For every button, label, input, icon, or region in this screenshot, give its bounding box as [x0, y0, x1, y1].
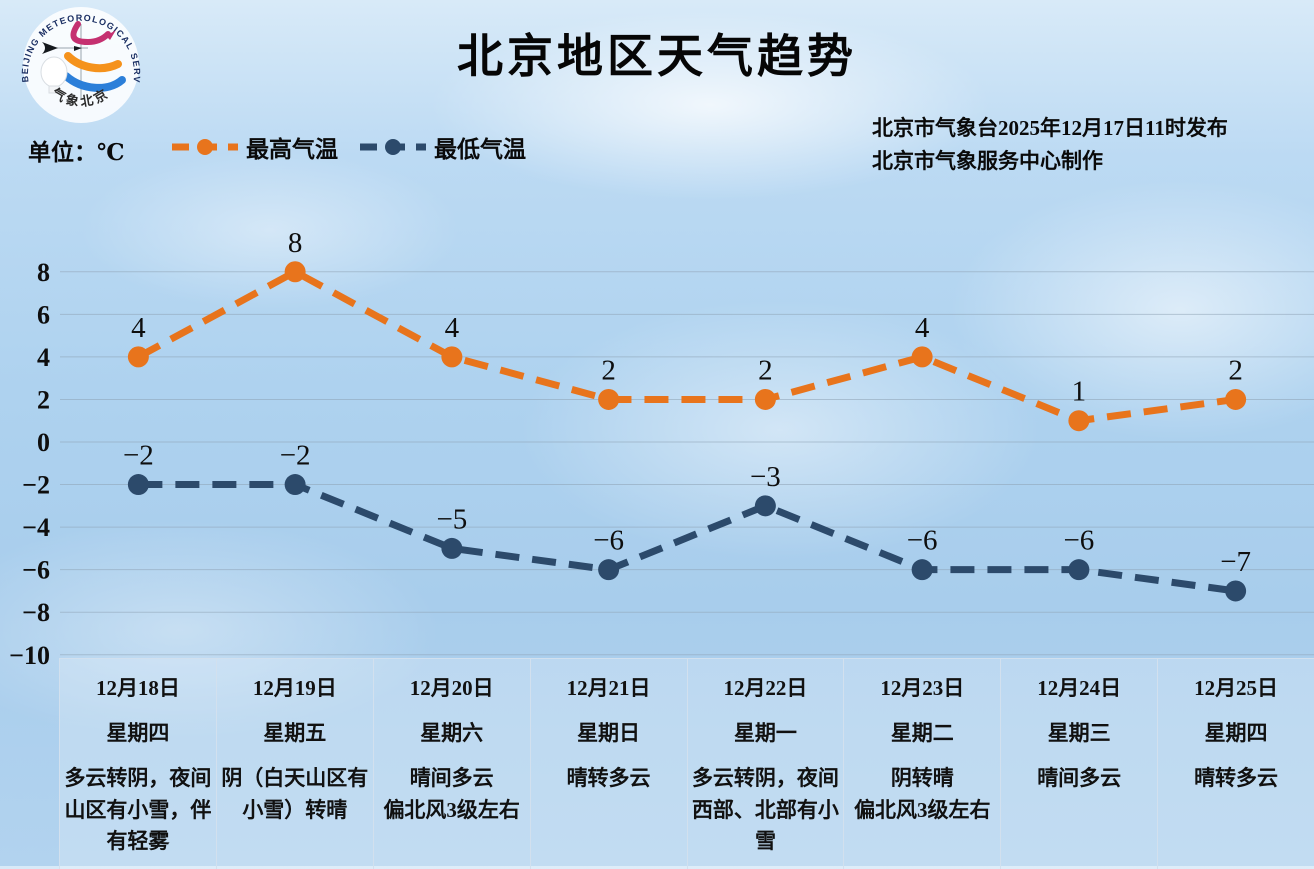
- date-label: 12月19日: [252, 676, 337, 700]
- weather-description: 晴间多云: [1037, 766, 1122, 790]
- data-point: [754, 388, 776, 410]
- table-column-day1: 12月18日 星期四 多云转阴，夜间山区有小雪，伴有轻雾: [60, 659, 217, 869]
- high-temp-line-swatch: [172, 139, 238, 155]
- legend-item-low-temp: 最低气温: [360, 130, 526, 164]
- data-point-label: −6: [907, 525, 938, 557]
- weekday-label: 星期四: [106, 721, 170, 745]
- data-point-label: −3: [750, 461, 781, 493]
- issuer-line2: 北京市气象服务中心制作: [872, 148, 1103, 173]
- y-axis-tick-label: 2: [37, 385, 50, 414]
- data-point: [1068, 559, 1090, 581]
- data-point-label: −2: [280, 440, 311, 472]
- data-point-label: 2: [601, 354, 616, 386]
- unit-label: 单位：℃: [28, 140, 125, 165]
- date-label: 12月22日: [723, 676, 808, 700]
- legend-label-low-temp: 最低气温: [434, 137, 526, 162]
- weather-description: 晴转多云: [566, 766, 651, 790]
- weekday-label: 星期三: [1047, 721, 1111, 745]
- weather-description: 晴间多云 偏北风3级左右: [383, 766, 520, 822]
- data-point: [284, 261, 306, 283]
- data-point-label: 4: [915, 312, 930, 344]
- data-point-label: −2: [123, 440, 154, 472]
- data-point-label: 4: [131, 312, 146, 344]
- date-label: 12月18日: [95, 676, 180, 700]
- data-point: [1225, 388, 1247, 410]
- logo-radiosonde-box: [48, 85, 60, 94]
- logo-red-arrow: [106, 30, 116, 40]
- legend-label-high-temp: 最高气温: [246, 137, 338, 162]
- date-label: 12月24日: [1037, 676, 1122, 700]
- data-point-label: −7: [1220, 546, 1251, 578]
- data-point-label: 4: [445, 312, 460, 344]
- data-point-label: 2: [1228, 354, 1243, 386]
- weather-description: 阴转晴 偏北风3级左右: [854, 766, 991, 822]
- table-column-day2: 12月19日 星期五 阴（白天山区有小雪）转晴: [216, 659, 374, 869]
- weather-description: 多云转阴，夜间西部、北部有小雪: [691, 766, 839, 853]
- table-column-day4: 12月21日 星期日 晴转多云: [530, 659, 688, 869]
- data-point: [441, 537, 463, 559]
- weekday-label: 星期日: [577, 721, 641, 745]
- low-temp-line-swatch: [360, 139, 426, 155]
- table-column-day3: 12月20日 星期六 晴间多云 偏北风3级左右: [373, 659, 531, 869]
- date-label: 12月21日: [566, 676, 651, 700]
- date-label: 12月20日: [409, 676, 494, 700]
- beijing-meteorological-service-logo: BEIJING METEOROLOGICAL SERVICE 气象北京: [14, 2, 141, 123]
- data-point: [284, 474, 306, 496]
- series-line-high: [136, 267, 1237, 425]
- data-point-label: 8: [288, 227, 303, 259]
- legend-item-high-temp: 最高气温: [172, 130, 338, 164]
- table-column-day8: 12月25日 星期四 晴转多云: [1158, 659, 1314, 869]
- y-axis-tick-label: 8: [37, 258, 50, 287]
- data-point: [911, 346, 933, 368]
- data-point-label: −6: [593, 525, 624, 557]
- page-title: 北京地区天气趋势: [457, 31, 857, 82]
- y-axis-tick-label: 6: [37, 300, 50, 329]
- data-point: [1225, 580, 1247, 602]
- logo-blue-swoosh: [62, 72, 126, 92]
- data-point-label: 1: [1072, 376, 1087, 408]
- y-axis-tick-label: −8: [22, 598, 50, 627]
- date-label: 12月23日: [880, 676, 965, 700]
- data-point: [1068, 410, 1090, 432]
- y-axis-tick-label: −6: [22, 556, 50, 585]
- y-axis-tick-label: −10: [9, 641, 50, 670]
- issuer-info: 北京市气象台2025年12月17日11时发布 北京市气象服务中心制作: [872, 112, 1228, 177]
- table-column-day6: 12月23日 星期二 阴转晴 偏北风3级左右: [844, 659, 1002, 869]
- weekday-label: 星期一: [733, 721, 797, 745]
- weather-description: 阴（白天山区有小雪）转晴: [221, 766, 369, 822]
- series-line-low: [138, 481, 1237, 595]
- weekday-label: 星期六: [420, 721, 484, 745]
- issuer-line1: 北京市气象台2025年12月17日11时发布: [872, 116, 1228, 140]
- logo-small-arrow: [74, 46, 82, 51]
- data-point-label: −6: [1063, 525, 1094, 557]
- weekday-label: 星期五: [263, 721, 327, 745]
- data-point-label: 2: [758, 354, 773, 386]
- date-label: 12月25日: [1194, 676, 1279, 700]
- weekday-label: 星期四: [1204, 721, 1268, 745]
- chart-legend: 最高气温 最低气温: [172, 130, 526, 164]
- y-axis-tick-label: −4: [22, 513, 50, 542]
- y-axis-tick-label: 4: [37, 343, 50, 372]
- data-point: [127, 474, 149, 496]
- weekday-label: 星期二: [890, 721, 954, 745]
- forecast-table: 12月18日 星期四 多云转阴，夜间山区有小雪，伴有轻雾 12月19日 星期五 …: [59, 658, 1314, 869]
- data-point: [911, 559, 933, 581]
- weather-description: 多云转阴，夜间山区有小雪，伴有轻雾: [64, 766, 212, 853]
- data-point: [127, 346, 149, 368]
- data-point: [441, 346, 463, 368]
- y-axis-tick-label: −2: [22, 471, 50, 500]
- data-point: [598, 559, 620, 581]
- y-axis-tick-label: 0: [37, 428, 50, 457]
- logo-bird-icon: [42, 42, 58, 54]
- data-point: [754, 495, 776, 517]
- weather-description: 晴转多云: [1194, 766, 1279, 790]
- data-point-label: −5: [436, 503, 467, 535]
- table-column-day7: 12月24日 星期三 晴间多云: [1001, 659, 1159, 869]
- logo-orange-swoosh: [64, 52, 122, 73]
- table-column-day5: 12月22日 星期一 多云转阴，夜间西部、北部有小雪: [687, 659, 845, 869]
- logo-red-swoosh: [70, 21, 111, 46]
- data-point: [598, 388, 620, 410]
